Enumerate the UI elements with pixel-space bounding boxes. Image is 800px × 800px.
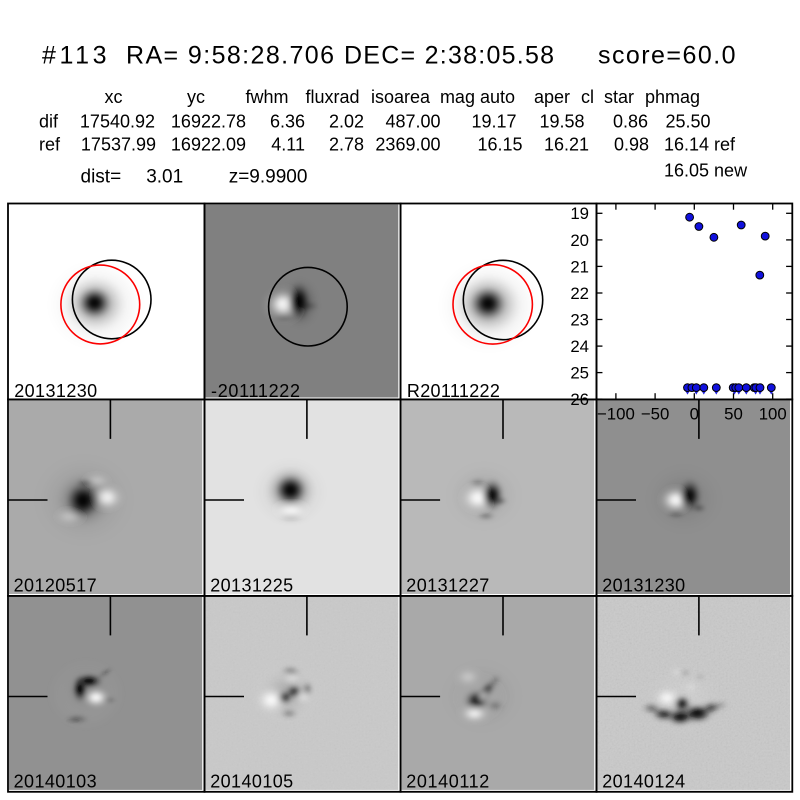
svg-text:20131230: 20131230: [14, 381, 97, 401]
svg-text:isoarea: isoarea: [371, 87, 431, 107]
svg-text:26: 26: [570, 390, 589, 409]
svg-text:20131230: 20131230: [602, 576, 685, 596]
svg-text:20120517: 20120517: [14, 576, 97, 596]
svg-text:RA= 9:58:28.706: RA= 9:58:28.706: [126, 42, 334, 70]
svg-text:phmag: phmag: [645, 87, 700, 107]
svg-text:dif: dif: [39, 112, 59, 132]
svg-text:-20111222: -20111222: [211, 381, 300, 401]
svg-text:16.14 ref: 16.14 ref: [664, 135, 736, 155]
svg-text:20140124: 20140124: [602, 771, 685, 791]
svg-text:21: 21: [570, 257, 589, 276]
svg-text:−50: −50: [641, 405, 669, 424]
svg-text:487.00: 487.00: [385, 112, 440, 132]
svg-text:20140105: 20140105: [210, 771, 293, 791]
svg-text:ref: ref: [39, 135, 61, 155]
svg-text:17537.99: 17537.99: [81, 135, 156, 155]
svg-text:23: 23: [570, 310, 589, 329]
svg-text:0: 0: [690, 405, 699, 424]
svg-text:0.98: 0.98: [614, 135, 649, 155]
svg-text:20140103: 20140103: [14, 771, 97, 791]
svg-text:17540.92: 17540.92: [80, 112, 155, 132]
svg-text:aper: aper: [534, 87, 570, 107]
svg-text:2.02: 2.02: [329, 112, 364, 132]
svg-text:−100: −100: [597, 405, 635, 424]
svg-text:19: 19: [570, 204, 589, 223]
svg-text:16.15: 16.15: [477, 135, 522, 155]
svg-text:50: 50: [724, 405, 743, 424]
svg-text:16922.78: 16922.78: [171, 112, 246, 132]
svg-text:6.36: 6.36: [270, 112, 305, 132]
svg-text:20: 20: [570, 231, 589, 250]
svg-text:R20111222: R20111222: [407, 381, 500, 401]
svg-text:cl: cl: [581, 87, 594, 107]
svg-text:22: 22: [570, 284, 589, 303]
svg-text:fwhm: fwhm: [245, 87, 288, 107]
svg-text:3.01: 3.01: [146, 167, 183, 188]
svg-text:2.78: 2.78: [329, 135, 364, 155]
svg-text:4.11: 4.11: [271, 135, 305, 155]
svg-text:mag auto: mag auto: [440, 87, 515, 107]
svg-text:16.05 new: 16.05 new: [664, 160, 748, 180]
svg-text:19.58: 19.58: [539, 112, 584, 132]
svg-text:24: 24: [570, 337, 589, 356]
svg-text:16922.09: 16922.09: [171, 135, 246, 155]
svg-text:2369.00: 2369.00: [375, 135, 440, 155]
svg-text:20131227: 20131227: [406, 576, 489, 596]
svg-text:20140112: 20140112: [406, 771, 489, 791]
svg-text:25.50: 25.50: [665, 112, 710, 132]
svg-text:25: 25: [570, 364, 589, 383]
svg-text:star: star: [604, 87, 634, 107]
svg-text:19.17: 19.17: [471, 112, 516, 132]
svg-text:xc: xc: [105, 87, 123, 107]
svg-text:#113: #113: [42, 42, 107, 70]
svg-text:score=60.0: score=60.0: [598, 42, 736, 70]
svg-text:z=9.9900: z=9.9900: [229, 167, 308, 188]
svg-text:16.21: 16.21: [544, 135, 589, 155]
svg-text:dist=: dist=: [81, 167, 122, 188]
svg-text:yc: yc: [187, 87, 205, 107]
svg-text:20131225: 20131225: [210, 576, 293, 596]
svg-text:fluxrad: fluxrad: [305, 87, 359, 107]
svg-text:DEC= 2:38:05.58: DEC= 2:38:05.58: [344, 42, 554, 70]
svg-text:0.86: 0.86: [613, 112, 648, 132]
svg-text:100: 100: [759, 405, 787, 424]
